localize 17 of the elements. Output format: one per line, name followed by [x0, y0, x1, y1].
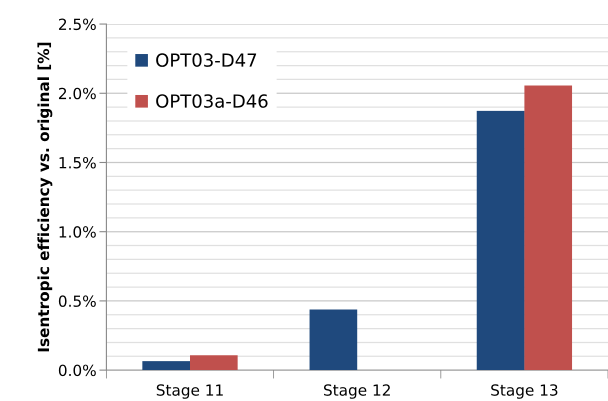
x-tick-label: Stage 12	[324, 384, 390, 399]
y-tick-label: 0.5%	[58, 295, 96, 307]
y-tick-label: 2.0%	[58, 88, 96, 100]
bar	[476, 110, 524, 370]
bar	[190, 355, 238, 370]
y-tick-label: 0.0%	[58, 364, 96, 376]
y-tick-label: 2.5%	[58, 18, 96, 30]
x-tick-label: Stage 13	[491, 384, 558, 399]
bar	[310, 309, 358, 370]
bar	[142, 361, 190, 370]
y-tick-label: 1.5%	[60, 156, 96, 169]
x-tick-label: Stage 11	[156, 384, 223, 399]
legend-label: OPT03a-D46	[156, 94, 268, 108]
legend-label: OPT03-D47	[156, 53, 256, 67]
y-axis-title: Isentropic efficiency vs. original [%]	[37, 42, 52, 352]
bar	[524, 86, 572, 370]
y-tick-label: 1.0%	[60, 226, 96, 238]
